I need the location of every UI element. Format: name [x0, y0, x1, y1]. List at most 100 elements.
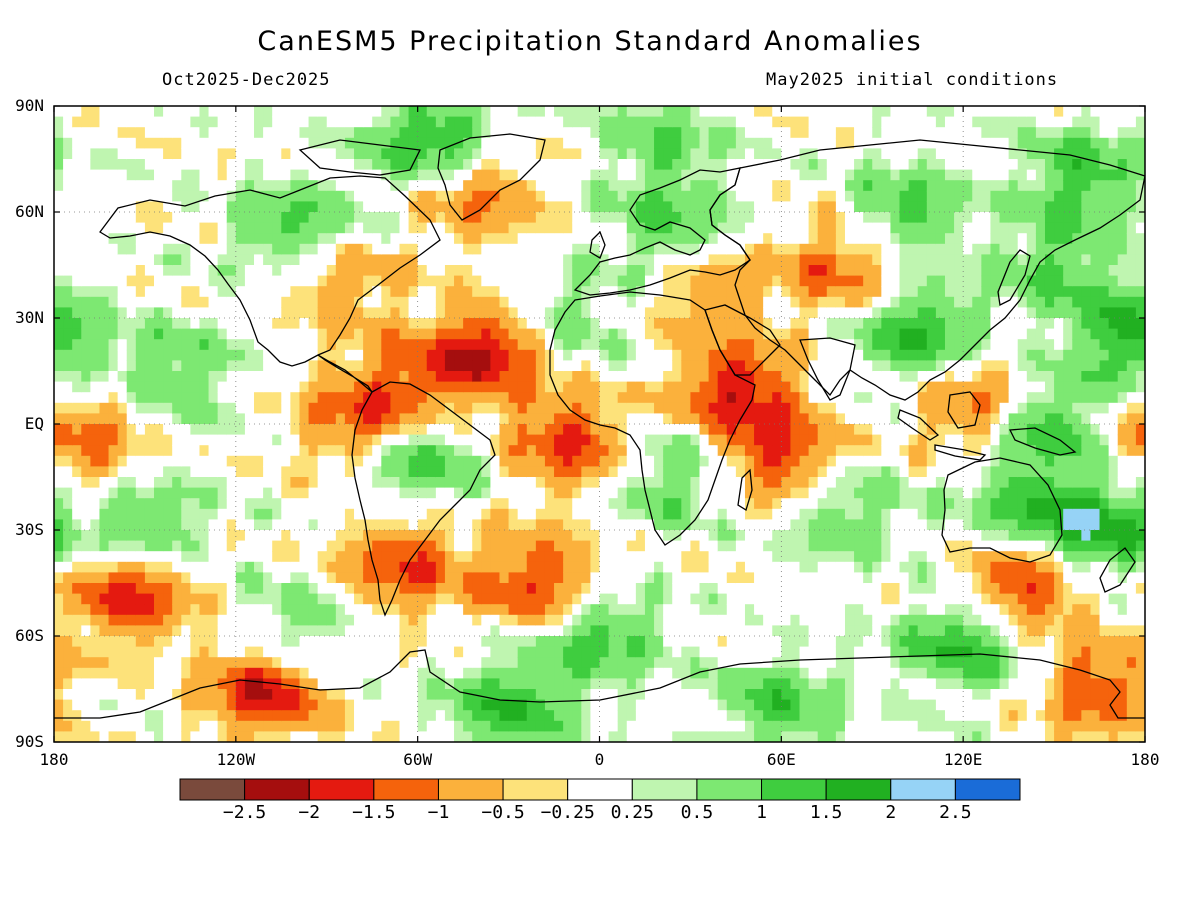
field-cell [199, 424, 210, 436]
field-cell [581, 349, 592, 361]
field-cell [663, 657, 673, 669]
field-cell [444, 148, 455, 160]
field-cell [481, 371, 491, 383]
field-cell [508, 349, 519, 361]
field-cell [54, 572, 64, 584]
field-cell [154, 530, 164, 542]
field-cell [463, 169, 473, 181]
field-cell [672, 424, 682, 436]
field-cell [72, 318, 82, 330]
field-cell [299, 614, 310, 626]
field-cell [599, 646, 610, 658]
field-cell [272, 530, 282, 542]
field-cell [454, 646, 464, 658]
field-cell [763, 116, 773, 128]
field-cell [254, 116, 264, 128]
field-cell [190, 530, 201, 542]
field-cell [90, 731, 101, 742]
field-cell [235, 583, 246, 595]
field-cell [254, 328, 264, 340]
field-cell [563, 190, 573, 202]
field-cell [217, 477, 228, 489]
field-cell [354, 646, 364, 658]
field-cell [808, 106, 819, 118]
field-cell [144, 180, 155, 192]
field-cell [144, 137, 155, 149]
field-cell [526, 190, 537, 202]
field-cell [799, 593, 810, 605]
field-cell [308, 477, 319, 489]
field-cell [535, 710, 546, 722]
field-cell [799, 413, 810, 425]
field-cell [772, 583, 782, 595]
field-cell [581, 689, 592, 701]
field-cell [490, 667, 501, 679]
field-cell [317, 466, 328, 478]
field-cell [535, 106, 546, 118]
field-cell [790, 307, 801, 319]
field-cell [426, 296, 437, 308]
field-cell [208, 614, 219, 626]
field-cell [744, 498, 755, 510]
field-cell [135, 413, 146, 425]
field-cell [317, 434, 328, 446]
field-cell [590, 604, 601, 616]
field-cell [308, 583, 319, 595]
field-cell [126, 572, 137, 584]
field-cell [281, 371, 291, 383]
forecast-period: Oct2025-Dec2025 [162, 70, 331, 90]
field-cell [272, 106, 282, 118]
field-cell [644, 212, 655, 224]
field-cell [408, 551, 419, 563]
field-cell [126, 498, 137, 510]
field-cell [681, 678, 692, 690]
field-cell [763, 180, 773, 192]
field-cell [117, 540, 128, 552]
field-cell [799, 360, 810, 372]
field-cell [799, 508, 810, 520]
field-cell [454, 667, 464, 679]
field-cell [317, 455, 328, 467]
field-cell [190, 508, 201, 520]
field-cell [563, 212, 573, 224]
field-cell [163, 127, 173, 139]
field-cell [144, 572, 155, 584]
field-cell [699, 148, 710, 160]
field-cell [399, 614, 410, 626]
field-cell [190, 572, 201, 584]
field-cell [581, 551, 592, 563]
field-cell [72, 455, 82, 467]
field-cell [635, 657, 646, 669]
field-cell [608, 530, 619, 542]
field-cell [81, 381, 91, 393]
field-cell [726, 646, 737, 658]
field-cell [363, 689, 373, 701]
field-cell [272, 689, 282, 701]
field-cell [199, 159, 210, 171]
field-cell [599, 413, 610, 425]
field-cell [335, 477, 346, 489]
field-cell [317, 381, 328, 393]
field-cell [117, 371, 128, 383]
field-cell [590, 286, 601, 298]
field-cell [308, 159, 319, 171]
field-cell [126, 233, 137, 245]
field-cell [563, 286, 573, 298]
field-cell [663, 116, 673, 128]
field-cell [426, 530, 437, 542]
field-cell [526, 678, 537, 690]
field-cell [535, 561, 546, 573]
field-cell [590, 180, 601, 192]
field-cell [72, 222, 82, 234]
field-cell [317, 328, 328, 340]
field-cell [517, 593, 528, 605]
field-cell [90, 699, 101, 711]
field-cell [417, 190, 428, 202]
field-cell [399, 699, 410, 711]
field-cell [417, 106, 428, 118]
field-cell [144, 371, 155, 383]
field-cell [563, 636, 573, 648]
field-cell [481, 710, 491, 722]
field-cell [435, 424, 446, 436]
field-cell [772, 286, 782, 298]
